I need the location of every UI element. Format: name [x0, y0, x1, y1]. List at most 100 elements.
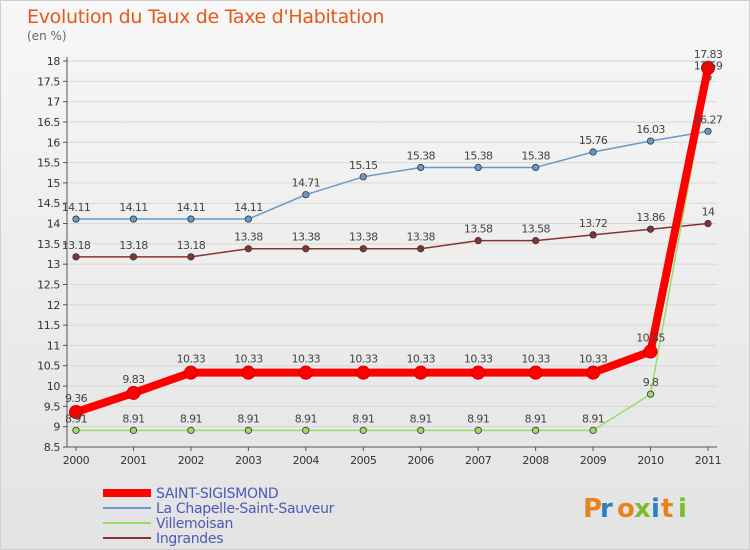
x-tick-label: 2000 [63, 454, 90, 467]
logo-letter: i [678, 494, 687, 524]
data-label: 13.86 [636, 211, 665, 224]
x-tick-label: 2009 [580, 454, 607, 467]
data-point [356, 365, 371, 380]
data-label: 17.59 [694, 60, 723, 73]
series-line-0 [72, 63, 712, 417]
data-point [532, 163, 540, 172]
data-label: 8.91 [410, 412, 432, 425]
data-point [187, 426, 195, 434]
data-point [302, 245, 310, 253]
data-label: 8.91 [180, 412, 202, 425]
data-label: 13.38 [349, 231, 378, 244]
data-point [359, 426, 367, 434]
y-tick-label: 15 [47, 177, 61, 190]
data-point [241, 365, 256, 380]
y-tick-label: 10 [47, 380, 61, 393]
x-tick-label: 2003 [235, 454, 262, 467]
data-point [244, 426, 252, 434]
y-tick-label: 15.5 [37, 157, 60, 170]
data-point [413, 365, 428, 380]
data-labels: 9.36 9.83 10.33 10.33 10.33 10.33 10.33 10.33 10… [62, 48, 724, 425]
data-point [528, 365, 543, 380]
data-label: 14.71 [292, 177, 321, 190]
data-point [183, 365, 198, 380]
data-label: 8.91 [525, 412, 547, 425]
grid-lines [67, 60, 717, 448]
data-point [302, 426, 310, 434]
series-line-3 [75, 222, 709, 258]
y-tick-label: 9 [53, 421, 60, 434]
data-point [646, 390, 655, 398]
legend-label: Villemoisan [156, 516, 233, 532]
y-tick-label: 14.5 [37, 197, 60, 210]
logo-letter: o [617, 494, 635, 524]
y-tick-label: 11 [47, 339, 60, 352]
data-label: 13.18 [177, 239, 206, 252]
data-point [129, 215, 138, 223]
data-point [72, 426, 80, 434]
data-label: 13.38 [406, 231, 435, 244]
data-point [126, 385, 141, 400]
data-label: 10.33 [464, 353, 493, 366]
data-point [302, 191, 310, 199]
data-point [586, 365, 601, 380]
data-label: 8.91 [237, 412, 259, 425]
data-point [244, 215, 252, 223]
data-label: 13.58 [521, 223, 550, 236]
data-label: 15.15 [349, 159, 378, 172]
data-point [474, 426, 482, 434]
series-group [69, 60, 715, 434]
data-label: 8.91 [295, 412, 317, 425]
data-point [187, 215, 195, 223]
data-label: 8.91 [582, 412, 604, 425]
x-tick-label: 2005 [350, 454, 377, 467]
data-point [417, 426, 425, 434]
data-label: 8.91 [65, 412, 87, 425]
y-tick-label: 14 [47, 218, 61, 231]
x-tick-label: 2010 [637, 454, 664, 467]
data-point [72, 253, 80, 261]
data-point [359, 245, 367, 253]
data-label: 15.38 [406, 149, 435, 162]
data-label: 13.58 [464, 223, 493, 236]
data-label: 9.83 [122, 373, 145, 386]
logo-letter: i [651, 494, 660, 524]
chart-subtitle: (en %) [27, 29, 67, 43]
data-label: 9.36 [65, 392, 88, 405]
data-point [129, 253, 138, 261]
series-line-1 [75, 130, 709, 220]
data-point [474, 236, 482, 245]
series-line-2 [75, 76, 709, 432]
data-label: 10.33 [349, 353, 378, 366]
data-label: 13.18 [119, 239, 148, 252]
data-label: 14.11 [119, 201, 148, 214]
x-tick-label: 2006 [408, 454, 435, 467]
logo-letter: x [634, 494, 651, 524]
y-tick-label: 17.5 [37, 75, 60, 88]
data-label: 16.03 [636, 123, 665, 136]
data-point [532, 426, 540, 434]
logo-letter: r [600, 494, 613, 524]
data-label: 15.76 [579, 134, 608, 147]
data-point [72, 215, 80, 223]
x-tick-label: 2008 [522, 454, 549, 467]
data-label: 15.38 [521, 149, 550, 162]
data-point [589, 231, 597, 239]
data-point [646, 137, 655, 145]
y-tick-label: 13 [47, 258, 61, 271]
data-point [129, 426, 138, 434]
x-tick-label: 2004 [293, 454, 320, 467]
data-label: 8.91 [352, 412, 374, 425]
y-tick-label: 12 [47, 299, 60, 312]
chart-title: Evolution du Taux de Taxe d'Habitation [27, 6, 385, 28]
x-tick-label: 2002 [178, 454, 204, 467]
legend-label: La Chapelle-Saint-Sauveur [156, 501, 335, 517]
data-point [704, 127, 712, 135]
proxiti-logo: Pr o x i t i [583, 494, 687, 524]
y-tick-label: 18 [47, 55, 61, 68]
data-point [589, 148, 597, 156]
data-label: 14.11 [177, 201, 206, 214]
y-tick-label: 16.5 [37, 116, 60, 129]
data-label: 17.83 [694, 48, 723, 61]
